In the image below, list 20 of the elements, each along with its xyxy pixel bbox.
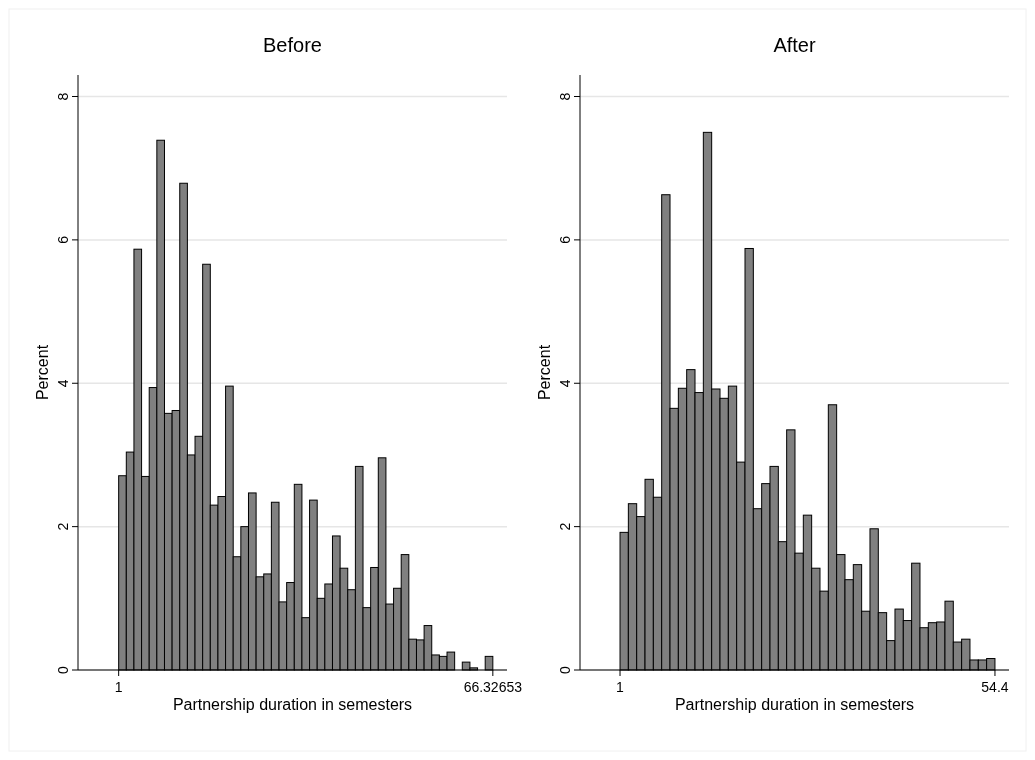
x-axis-title: Partnership duration in semesters bbox=[172, 696, 413, 713]
x-tick-label: 1 bbox=[616, 679, 625, 695]
x-tick-label: 54.4 bbox=[981, 679, 1009, 695]
y-axis-title: Percent bbox=[536, 344, 553, 401]
chart-title: After bbox=[773, 34, 816, 56]
y-tick-label: 8 bbox=[557, 92, 573, 101]
y-tick-label: 6 bbox=[557, 235, 573, 244]
x-axis-title: Partnership duration in semesters bbox=[674, 696, 915, 713]
y-tick-label: 6 bbox=[55, 235, 71, 244]
y-tick-label: 0 bbox=[557, 665, 573, 674]
x-tick-label: 66.32653 bbox=[463, 679, 523, 695]
y-tick-label: 8 bbox=[55, 92, 71, 101]
chart-title: Before bbox=[263, 34, 322, 56]
y-tick-label: 4 bbox=[55, 379, 71, 388]
y-tick-label: 2 bbox=[557, 522, 573, 531]
y-tick-label: 4 bbox=[557, 379, 573, 388]
y-axis-title: Percent bbox=[34, 344, 51, 401]
x-tick-label: 1 bbox=[114, 679, 123, 695]
y-tick-label: 0 bbox=[55, 665, 71, 674]
y-tick-label: 2 bbox=[55, 522, 71, 531]
